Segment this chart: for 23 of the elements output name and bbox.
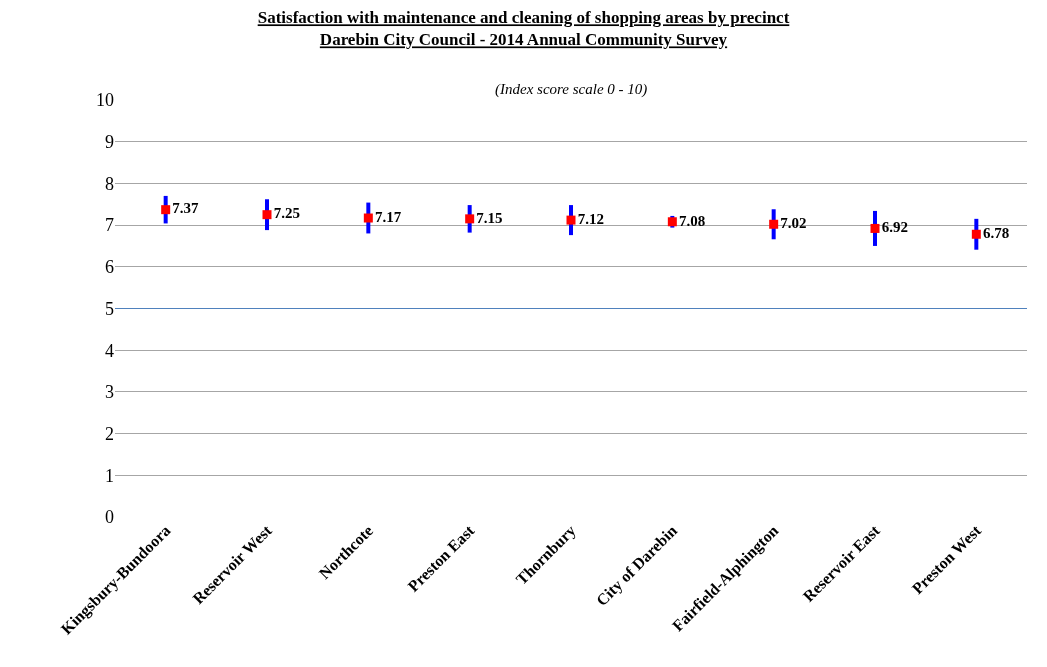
y-tick-label: 3 [105,382,114,403]
y-tick-label: 1 [105,465,114,486]
y-tick-label: 8 [105,173,114,194]
y-tick-label: 6 [105,257,114,278]
data-label: 7.15 [476,209,503,226]
y-tick-label: 10 [96,90,114,111]
chart-title: Satisfaction with maintenance and cleaning of shopping areas by precinct [257,8,790,28]
data-label: 7.17 [374,208,402,225]
y-tick-label: 9 [105,132,114,152]
y-tick-label: 4 [105,340,114,361]
text: (Index score scale 0 - 10) [495,81,648,98]
chart-subtitle: Darebin City Council - 2014 Annual Community Survey [319,30,728,50]
data-label: 7.12 [577,210,604,227]
data-label: 7.37 [172,200,200,217]
data-label: 7.25 [273,205,300,222]
y-tick-label: 2 [105,423,114,444]
data-label: 7.08 [678,212,706,229]
y-tick-label: 5 [105,298,114,319]
y-tick-label: 0 [105,507,114,528]
data-label: 6.78 [982,225,1010,242]
y-tick-label: 7 [105,215,114,236]
data-label: 7.02 [780,215,807,232]
data-label: 6.92 [881,219,908,236]
